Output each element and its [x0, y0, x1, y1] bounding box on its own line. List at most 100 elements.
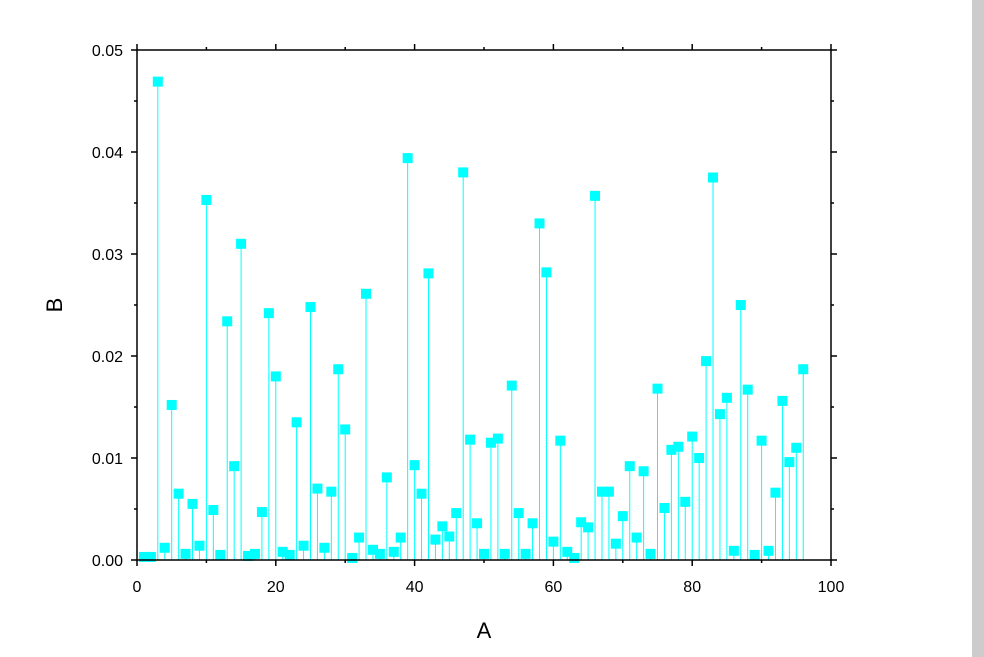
data-point	[548, 536, 559, 547]
data-point	[395, 532, 406, 543]
data-point	[194, 540, 205, 551]
data-point	[485, 437, 496, 448]
data-point	[562, 546, 573, 557]
data-point	[187, 498, 198, 509]
data-point	[465, 434, 476, 445]
data-point	[617, 511, 628, 522]
data-point	[145, 551, 156, 562]
data-point	[305, 302, 316, 313]
data-point	[208, 505, 219, 516]
data-point	[583, 522, 594, 533]
data-point	[256, 507, 267, 518]
data-point	[347, 552, 358, 563]
data-point	[708, 172, 719, 183]
data-point	[201, 194, 212, 205]
data-point	[666, 444, 677, 455]
data-point	[631, 532, 642, 543]
data-point	[784, 457, 795, 468]
data-point	[298, 540, 309, 551]
data-point	[416, 488, 427, 499]
data-point	[222, 316, 233, 327]
data-point	[777, 395, 788, 406]
data-point	[791, 442, 802, 453]
data-point	[333, 364, 344, 375]
data-point	[249, 548, 260, 559]
x-tick-label: 100	[818, 579, 845, 596]
data-point	[388, 546, 399, 557]
data-point	[735, 300, 746, 310]
vertical-scrollbar[interactable]	[972, 0, 984, 657]
y-tick-label: 0.00	[92, 553, 123, 570]
data-point	[423, 268, 434, 279]
data-point	[409, 460, 420, 471]
data-point	[472, 518, 483, 529]
data-point	[291, 417, 302, 428]
y-axis-title: B	[42, 298, 67, 313]
data-point	[229, 461, 240, 472]
x-tick-label: 0	[133, 579, 142, 596]
data-point	[673, 441, 684, 452]
axes: 0 20 40 60 80 100 0.00 0.01 0.02 0.03 0.04 0.05	[92, 43, 845, 596]
data-point	[610, 538, 621, 549]
data-point	[215, 549, 226, 560]
x-axis-title: A	[477, 618, 492, 643]
data-point	[492, 433, 503, 444]
data-point	[451, 508, 462, 519]
data-point	[659, 502, 670, 513]
data-point	[430, 534, 441, 545]
data-point	[701, 356, 712, 367]
data-point	[277, 546, 288, 557]
data-point	[479, 548, 489, 559]
x-tick-label: 40	[406, 579, 424, 596]
y-tick-label: 0.01	[92, 451, 123, 468]
data-point	[513, 508, 524, 519]
data-point	[569, 552, 580, 563]
y-tick-label: 0.02	[92, 349, 123, 366]
data-point	[555, 435, 566, 446]
data-point	[742, 384, 753, 395]
data-marks	[138, 76, 809, 563]
data-point	[506, 380, 517, 391]
data-point	[159, 542, 170, 553]
data-point	[354, 532, 365, 543]
data-point	[374, 548, 385, 559]
data-point	[458, 167, 469, 178]
data-point	[263, 308, 274, 319]
data-point	[527, 518, 538, 529]
data-point	[243, 550, 254, 561]
data-point	[638, 466, 649, 477]
data-point	[340, 424, 351, 435]
data-point	[680, 496, 691, 507]
data-point	[326, 486, 337, 497]
data-point	[749, 549, 760, 560]
x-tick-label: 60	[545, 579, 563, 596]
data-point	[270, 371, 281, 382]
data-point	[152, 76, 163, 87]
y-tick-label: 0.04	[92, 145, 123, 162]
data-point	[166, 399, 177, 410]
data-point	[590, 190, 601, 201]
data-point	[694, 453, 705, 463]
data-point	[236, 238, 247, 249]
data-point	[138, 551, 149, 562]
data-point	[402, 153, 413, 164]
data-point	[576, 517, 587, 528]
data-point	[499, 548, 510, 559]
data-point	[437, 521, 448, 532]
x-tick-label: 20	[267, 579, 285, 596]
data-point	[652, 383, 663, 394]
data-point	[367, 544, 378, 555]
y-tick-label: 0.05	[92, 43, 123, 60]
data-point	[284, 549, 295, 560]
data-point	[312, 483, 323, 494]
x-tick-label: 80	[683, 579, 701, 596]
y-tick-label: 0.03	[92, 247, 123, 264]
data-point	[624, 461, 635, 472]
data-point	[645, 548, 656, 559]
data-point	[603, 486, 614, 497]
data-point	[770, 487, 781, 498]
data-point	[714, 409, 725, 420]
data-point	[361, 288, 372, 299]
data-point	[180, 548, 191, 559]
